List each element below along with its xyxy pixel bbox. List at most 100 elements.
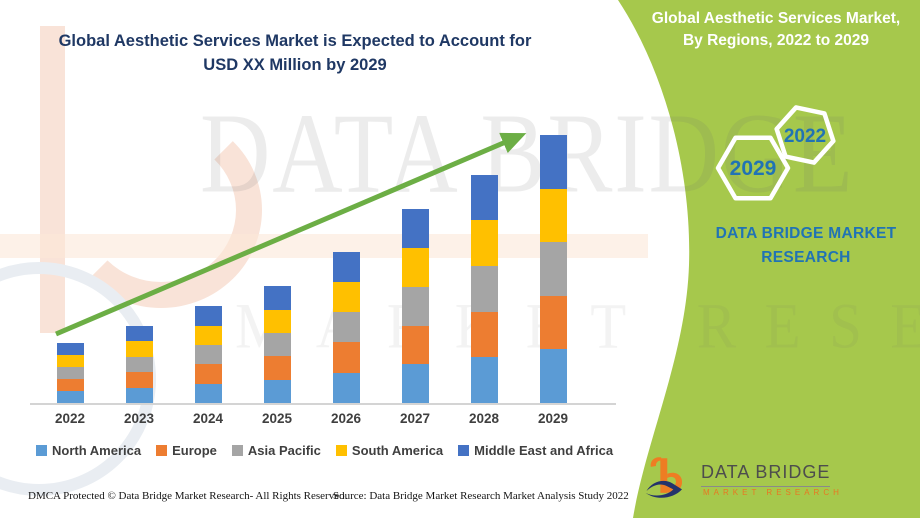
bar-segment-middle-east-and-africa — [56, 343, 84, 356]
bar-segment-north-america — [332, 372, 360, 403]
legend-label-middle-east-and-africa: Middle East and Africa — [474, 443, 614, 458]
legend-label-south-america: South America — [351, 443, 444, 458]
bar-segment-europe — [470, 311, 498, 358]
chart-legend: North America Europe Asia Pacific South Ame… — [36, 443, 613, 458]
bar-segment-europe — [125, 372, 153, 388]
bar-segment-asia-pacific — [56, 367, 84, 380]
bar-segment-europe — [263, 356, 291, 380]
chart-title-line1: Global Aesthetic Services Market is Expe… — [58, 32, 532, 50]
x-tick-label-2029: 2029 — [537, 411, 569, 426]
chart-title: Global Aesthetic Services Market is Expe… — [55, 30, 535, 78]
bar-segment-south-america — [263, 309, 291, 334]
bar-segment-south-america — [539, 188, 567, 243]
hexagon-2029 — [715, 135, 791, 201]
bar-segment-asia-pacific — [401, 286, 429, 326]
bar-2023 — [125, 326, 153, 403]
databridge-logo-tagline: MARKET RESEARCH — [703, 488, 843, 497]
hexagon-2029-label: 2029 — [730, 157, 777, 180]
bar-segment-north-america — [56, 391, 84, 403]
x-tick-label-2025: 2025 — [261, 411, 293, 426]
legend-item-north-america: North America — [36, 443, 141, 458]
hexagon-2022 — [774, 105, 836, 165]
bar-segment-north-america — [194, 383, 222, 403]
panel-brand-line2: RESEARCH — [761, 249, 851, 267]
bar-segment-north-america — [125, 387, 153, 403]
bar-segment-asia-pacific — [539, 242, 567, 296]
bar-segment-europe — [194, 364, 222, 384]
panel-brand-text: DATA BRIDGE MARKET RESEARCH — [686, 222, 920, 270]
bar-2027 — [401, 209, 429, 403]
bar-segment-europe — [539, 295, 567, 350]
bar-segment-europe — [56, 379, 84, 392]
bar-segment-middle-east-and-africa — [332, 251, 360, 282]
bar-segment-europe — [401, 325, 429, 365]
hexagon-badges: 2022 2029 — [715, 105, 836, 201]
legend-item-asia-pacific: Asia Pacific — [231, 443, 321, 458]
bar-segment-asia-pacific — [332, 312, 360, 343]
bar-2025 — [263, 286, 291, 403]
bar-chart-plot — [34, 120, 618, 403]
bar-2022 — [56, 343, 84, 403]
bar-segment-middle-east-and-africa — [539, 134, 567, 189]
bar-segment-middle-east-and-africa — [470, 174, 498, 221]
databridge-logo-name: DATA BRIDGE — [701, 462, 831, 487]
legend-item-europe: Europe — [156, 443, 217, 458]
bar-segment-asia-pacific — [470, 265, 498, 312]
legend-marker-middle-east-and-africa — [458, 445, 470, 456]
legend-marker-europe — [156, 445, 168, 456]
green-panel-shape — [618, 0, 920, 518]
bar-segment-north-america — [263, 379, 291, 403]
chart-title-line2: USD XX Million by 2029 — [203, 55, 387, 74]
bar-2028 — [470, 174, 498, 403]
bar-segment-south-america — [470, 220, 498, 266]
bar-segment-north-america — [401, 364, 429, 403]
bar-segment-asia-pacific — [125, 356, 153, 373]
legend-item-south-america: South America — [335, 443, 444, 458]
panel-title: Global Aesthetic Services Market, By Reg… — [636, 8, 916, 51]
watermark-text-line1: DATA BRIDGE — [200, 90, 855, 217]
bar-segment-middle-east-and-africa — [401, 209, 429, 249]
bar-2029 — [539, 134, 567, 403]
hexagon-2022-label: 2022 — [784, 126, 826, 147]
x-tick-label-2023: 2023 — [123, 411, 155, 426]
x-tick-label-2028: 2028 — [468, 411, 500, 426]
legend-marker-south-america — [335, 445, 347, 456]
panel-title-line2: By Regions, 2022 to 2029 — [682, 31, 870, 49]
legend-item-middle-east-and-africa: Middle East and Africa — [458, 443, 613, 458]
x-axis-line — [30, 403, 616, 405]
bar-segment-south-america — [332, 281, 360, 313]
bar-segment-south-america — [56, 355, 84, 368]
bar-segment-europe — [332, 342, 360, 373]
bar-segment-north-america — [539, 349, 567, 403]
x-tick-label-2027: 2027 — [399, 411, 431, 426]
legend-label-north-america: North America — [52, 443, 142, 458]
x-tick-label-2024: 2024 — [192, 411, 224, 426]
footer-source-text: Source: Data Bridge Market Research Mark… — [333, 490, 629, 502]
footer-dmca-text: DMCA Protected © Data Bridge Market Rese… — [28, 490, 348, 502]
databridge-logo-icon — [645, 457, 683, 498]
panel-brand-line1: DATA BRIDGE MARKET — [715, 225, 897, 242]
legend-marker-asia-pacific — [231, 445, 243, 456]
x-tick-label-2022: 2022 — [54, 411, 86, 426]
legend-marker-north-america — [36, 445, 47, 456]
bar-2026 — [332, 251, 360, 403]
legend-label-europe: Europe — [172, 443, 217, 458]
bar-segment-middle-east-and-africa — [263, 286, 291, 310]
bar-2024 — [194, 306, 222, 403]
bar-segment-south-america — [401, 248, 429, 287]
bar-segment-north-america — [470, 357, 498, 403]
bar-segment-south-america — [194, 325, 222, 345]
legend-label-asia-pacific: Asia Pacific — [247, 443, 321, 458]
databridge-logo: DATA BRIDGE MARKET RESEARCH — [643, 450, 839, 512]
bar-segment-asia-pacific — [263, 333, 291, 357]
bar-segment-middle-east-and-africa — [125, 326, 153, 342]
panel-title-line1: Global Aesthetic Services Market, — [651, 10, 901, 27]
bar-segment-asia-pacific — [194, 344, 222, 365]
x-axis-labels: 2022 2023 2024 2025 2026 2027 2028 2029 — [34, 411, 618, 429]
trend-arrow-line — [55, 132, 527, 337]
bar-segment-middle-east-and-africa — [194, 306, 222, 326]
x-tick-label-2026: 2026 — [330, 411, 362, 426]
